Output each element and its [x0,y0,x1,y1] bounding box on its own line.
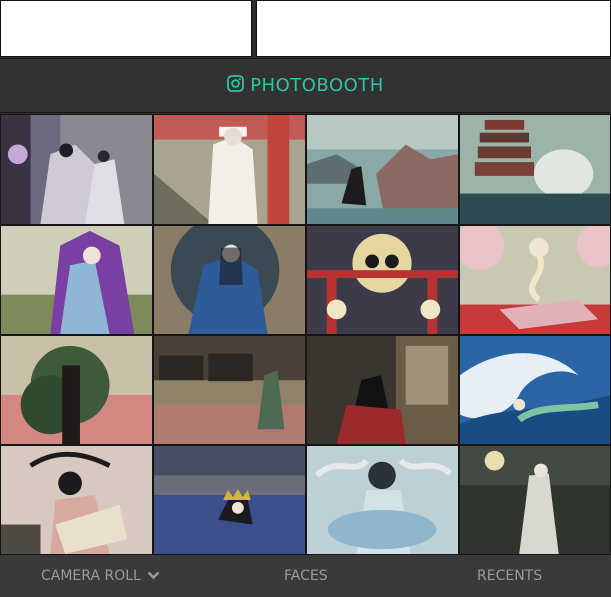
photo-woman-pink-kimono-bridge[interactable] [0,445,153,555]
photo-woman-in-tree[interactable] [0,335,153,445]
photo-woman-purple-hood[interactable] [0,225,153,335]
bottom-nav: CAMERA ROLL FACES RECENTS [0,555,611,597]
photo-woman-round-window[interactable] [153,225,306,335]
tab-camera-roll-label: CAMERA ROLL [41,568,141,584]
photo-great-wave-serpent[interactable] [459,335,611,445]
tab-recents[interactable]: RECENTS [477,568,542,584]
album-title-label: PHOTOBOOTH [250,75,384,96]
tab-recents-label: RECENTS [477,568,543,584]
chevron-down-icon [147,568,160,584]
preview-panel-right[interactable] [256,0,611,57]
photo-long-neck-woman[interactable] [459,225,611,335]
top-preview-area [0,0,611,58]
tab-faces[interactable]: FACES [284,568,328,584]
photo-ghost-woman-window[interactable] [0,114,153,225]
photo-crowned-figure-river[interactable] [153,445,306,555]
photo-skeleton-pagoda[interactable] [459,114,611,225]
photo-spirit-blue-mist[interactable] [306,445,459,555]
photo-ghost-by-inn[interactable] [153,335,306,445]
tab-faces-label: FACES [284,568,328,584]
photo-cats-torii-moon[interactable] [306,225,459,335]
photo-woman-by-sea-rocks[interactable] [306,114,459,225]
album-header: PHOTOBOOTH [0,58,611,113]
tab-camera-roll[interactable]: CAMERA ROLL [41,568,160,584]
photo-woman-tatami-room[interactable] [306,335,459,445]
instagram-icon [227,74,245,97]
photo-white-robed-figure-shrine[interactable] [153,114,306,225]
album-title[interactable]: PHOTOBOOTH [227,74,384,97]
preview-panel-left[interactable] [0,0,252,57]
photo-ghost-in-moonlit-forest[interactable] [459,445,611,555]
photo-grid [0,114,611,555]
